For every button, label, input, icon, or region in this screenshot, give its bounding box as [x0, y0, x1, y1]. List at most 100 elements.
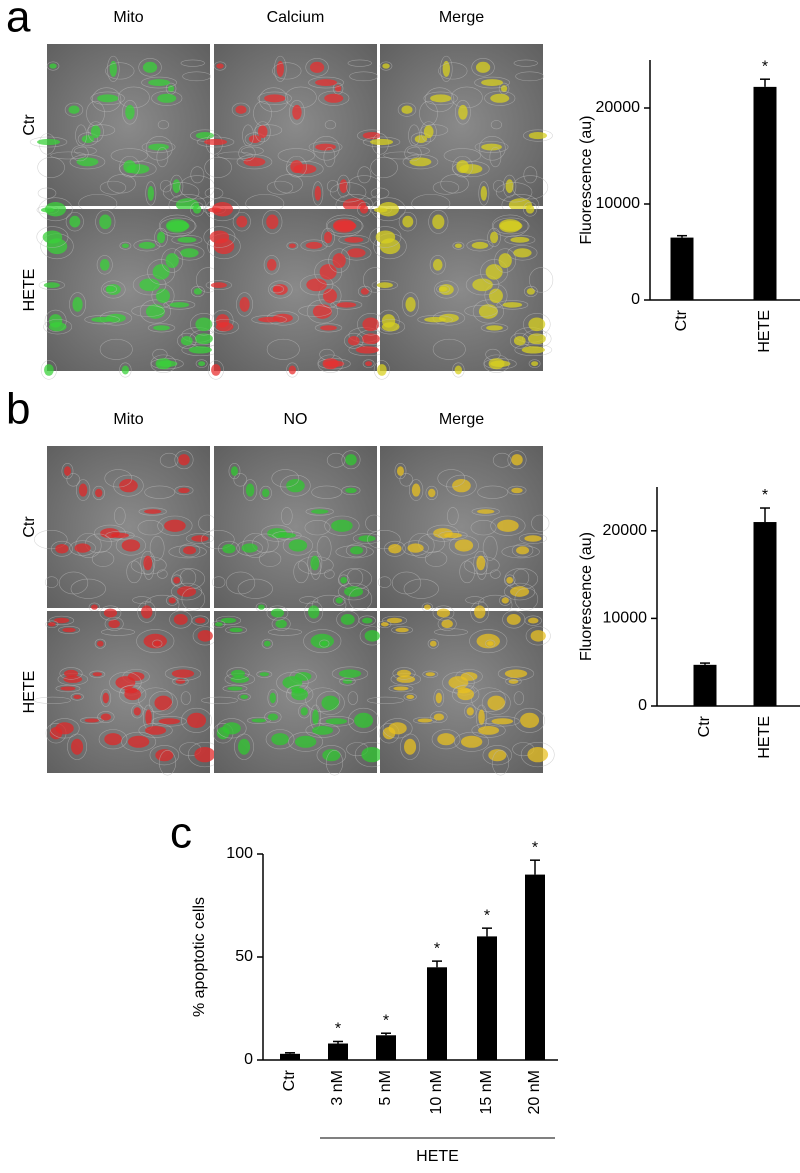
stain: [502, 302, 523, 308]
stain: [364, 630, 380, 642]
cell: [274, 55, 287, 82]
cell: [496, 300, 529, 310]
stain: [91, 604, 98, 610]
micrograph-bg: [214, 446, 377, 608]
stain: [195, 617, 206, 624]
cell: [288, 731, 324, 752]
bar: [280, 1053, 300, 1060]
cell: [455, 100, 471, 125]
stain: [292, 104, 302, 120]
stain: [269, 692, 276, 704]
cell: [97, 711, 115, 723]
cell: [501, 545, 540, 559]
stain: [490, 231, 499, 244]
stain: [121, 539, 141, 552]
cell: [514, 587, 539, 611]
stain: [262, 488, 270, 498]
stain: [43, 282, 60, 288]
stain: [499, 220, 523, 231]
cell: [345, 543, 368, 558]
cell: [150, 354, 177, 373]
cell: [90, 91, 125, 106]
cell: [80, 716, 104, 724]
cell: [70, 578, 106, 599]
cell: [196, 136, 235, 148]
cell: [376, 319, 406, 335]
cell: [84, 315, 120, 325]
stain: [478, 304, 498, 319]
stain: [417, 718, 433, 723]
cell: [431, 729, 461, 750]
cell: [357, 201, 372, 217]
stain: [95, 488, 103, 498]
cell: [471, 687, 507, 713]
stain: [429, 640, 437, 647]
micrograph: [203, 197, 388, 380]
stain: [375, 230, 396, 244]
stain: [354, 712, 374, 728]
stain: [454, 243, 462, 249]
cell: [358, 615, 376, 626]
stain: [195, 317, 213, 332]
stain: [488, 288, 503, 304]
stain: [361, 333, 380, 345]
cell: [217, 151, 254, 160]
cell: [466, 239, 494, 252]
cell: [341, 485, 361, 496]
cell: [107, 174, 136, 194]
cell: [105, 62, 135, 80]
cell: [140, 550, 156, 575]
stain: [510, 586, 530, 597]
cell: [329, 182, 367, 203]
cell: [477, 485, 509, 499]
x-tick-label: Ctr: [673, 309, 690, 331]
cell: [92, 485, 105, 501]
cell: [99, 180, 127, 195]
cell: [149, 745, 180, 766]
stain: [158, 718, 181, 725]
cell: [344, 332, 364, 349]
cell: [446, 474, 477, 497]
stain: [312, 709, 319, 725]
stain: [109, 60, 118, 77]
stain: [263, 640, 271, 647]
stain: [108, 619, 120, 629]
cell: [379, 61, 393, 71]
cell: [267, 628, 303, 636]
stain: [153, 325, 170, 331]
stain: [197, 630, 213, 642]
stain: [63, 466, 71, 476]
cell: [427, 524, 459, 542]
stain: [425, 672, 436, 677]
cell: [504, 234, 536, 245]
x-tick-label: HETE: [756, 310, 773, 353]
bar: [753, 86, 777, 300]
cell: [61, 463, 74, 480]
cell: [434, 280, 459, 299]
cell: [403, 578, 439, 599]
y-tick-label: 0: [244, 1051, 253, 1068]
stain: [245, 483, 255, 497]
cell: [40, 360, 57, 380]
y-tick-label: 0: [638, 697, 647, 714]
stain: [362, 317, 380, 332]
cell: [145, 136, 173, 161]
cell: [225, 626, 247, 634]
cell: [324, 120, 336, 130]
stain: [497, 519, 519, 532]
stain: [105, 286, 115, 292]
cell: [104, 469, 133, 488]
stain: [474, 605, 486, 619]
stain: [192, 204, 202, 214]
stain: [444, 532, 462, 538]
stain: [238, 738, 251, 755]
cell: [119, 684, 147, 704]
stain: [157, 93, 177, 103]
stain: [498, 253, 512, 269]
cell: [122, 100, 138, 125]
significance: *: [383, 1012, 389, 1029]
stain: [84, 718, 100, 723]
x-tick-label: 3 nM: [329, 1070, 346, 1106]
cell: [465, 596, 485, 604]
